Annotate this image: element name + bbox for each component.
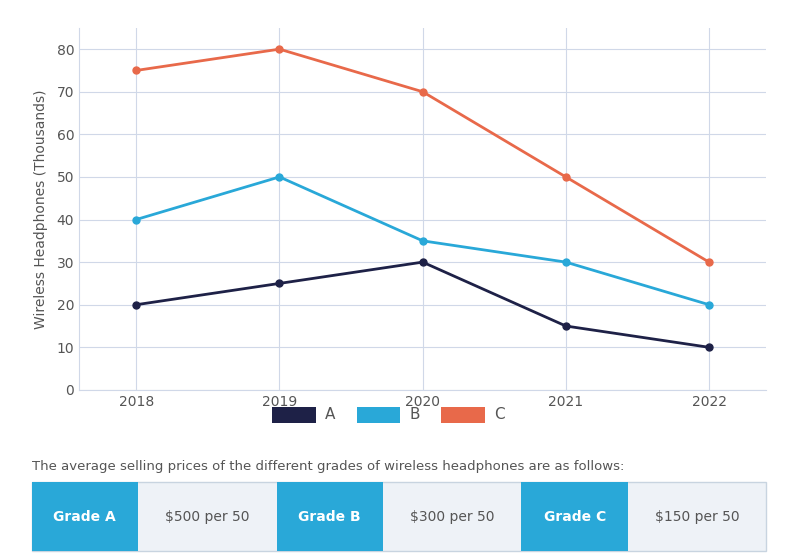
Text: $150 per 50: $150 per 50 xyxy=(655,510,739,524)
Text: C: C xyxy=(495,408,505,422)
Text: B: B xyxy=(410,408,420,422)
Y-axis label: Wireless Headphones (Thousands): Wireless Headphones (Thousands) xyxy=(34,89,48,329)
Text: A: A xyxy=(325,408,336,422)
Text: Grade B: Grade B xyxy=(299,510,361,524)
Text: $300 per 50: $300 per 50 xyxy=(410,510,495,524)
Text: The average selling prices of the different grades of wireless headphones are as: The average selling prices of the differ… xyxy=(32,460,624,472)
Text: $500 per 50: $500 per 50 xyxy=(165,510,250,524)
Text: Grade C: Grade C xyxy=(544,510,606,524)
Text: Grade A: Grade A xyxy=(54,510,116,524)
